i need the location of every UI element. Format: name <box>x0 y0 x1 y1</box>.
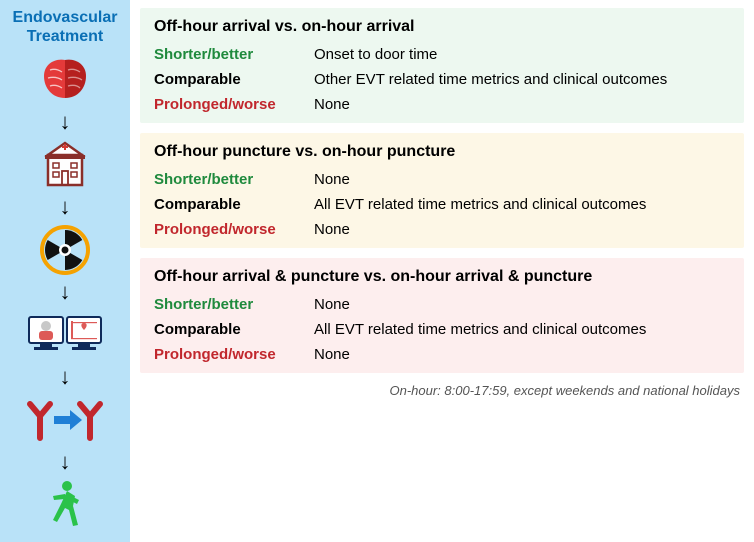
row-value: None <box>314 346 730 363</box>
monitors-icon <box>26 310 104 360</box>
panel-row: Shorter/betterNone <box>154 171 730 188</box>
row-label: Prolonged/worse <box>154 221 314 238</box>
row-label: Comparable <box>154 321 314 338</box>
right-content: Off-hour arrival vs. on-hour arrival Shor… <box>130 0 754 542</box>
row-label: Shorter/better <box>154 46 314 63</box>
arrow-icon: ↓ <box>60 281 71 303</box>
row-value: Other EVT related time metrics and clini… <box>314 71 730 88</box>
walker-icon <box>45 480 85 530</box>
panel-row: Prolonged/worseNone <box>154 96 730 113</box>
left-sidebar: Endovascular Treatment ↓ <box>0 0 130 542</box>
footnote: On-hour: 8:00-17:59, except weekends and… <box>140 383 744 398</box>
row-value: None <box>314 296 730 313</box>
row-value: None <box>314 221 730 238</box>
panel-row: ComparableAll EVT related time metrics a… <box>154 196 730 213</box>
hospital-icon <box>38 140 92 190</box>
arrow-icon: ↓ <box>60 196 71 218</box>
comparison-panel: Off-hour arrival vs. on-hour arrival Shor… <box>140 8 744 123</box>
arrow-icon: ↓ <box>60 366 71 388</box>
panel-title: Off-hour puncture vs. on-hour puncture <box>154 143 730 161</box>
panel-row: Shorter/betterNone <box>154 296 730 313</box>
panels-container: Off-hour arrival vs. on-hour arrival Shor… <box>140 8 744 383</box>
radiation-icon <box>38 225 92 275</box>
panel-row: ComparableOther EVT related time metrics… <box>154 71 730 88</box>
brain-icon <box>38 54 92 104</box>
row-label: Prolonged/worse <box>154 96 314 113</box>
row-value: Onset to door time <box>314 46 730 63</box>
row-label: Shorter/better <box>154 296 314 313</box>
row-value: None <box>314 171 730 188</box>
row-label: Prolonged/worse <box>154 346 314 363</box>
icon-column: ↓ ↓ <box>22 54 108 530</box>
panel-row: Shorter/betterOnset to door time <box>154 46 730 63</box>
vessel-icon <box>22 395 108 445</box>
row-value: All EVT related time metrics and clinica… <box>314 321 730 338</box>
sidebar-title: Endovascular Treatment <box>13 8 118 46</box>
comparison-panel: Off-hour arrival & puncture vs. on-hour … <box>140 258 744 373</box>
row-label: Comparable <box>154 71 314 88</box>
row-label: Comparable <box>154 196 314 213</box>
panel-row: ComparableAll EVT related time metrics a… <box>154 321 730 338</box>
row-value: All EVT related time metrics and clinica… <box>314 196 730 213</box>
row-label: Shorter/better <box>154 171 314 188</box>
comparison-panel: Off-hour puncture vs. on-hour puncture Sh… <box>140 133 744 248</box>
panel-title: Off-hour arrival & puncture vs. on-hour … <box>154 268 730 286</box>
panel-row: Prolonged/worseNone <box>154 346 730 363</box>
row-value: None <box>314 96 730 113</box>
sidebar-title-line1: Endovascular <box>13 9 118 26</box>
arrow-icon: ↓ <box>60 111 71 133</box>
panel-title: Off-hour arrival vs. on-hour arrival <box>154 18 730 36</box>
panel-row: Prolonged/worseNone <box>154 221 730 238</box>
sidebar-title-line2: Treatment <box>27 28 103 45</box>
arrow-icon: ↓ <box>60 451 71 473</box>
